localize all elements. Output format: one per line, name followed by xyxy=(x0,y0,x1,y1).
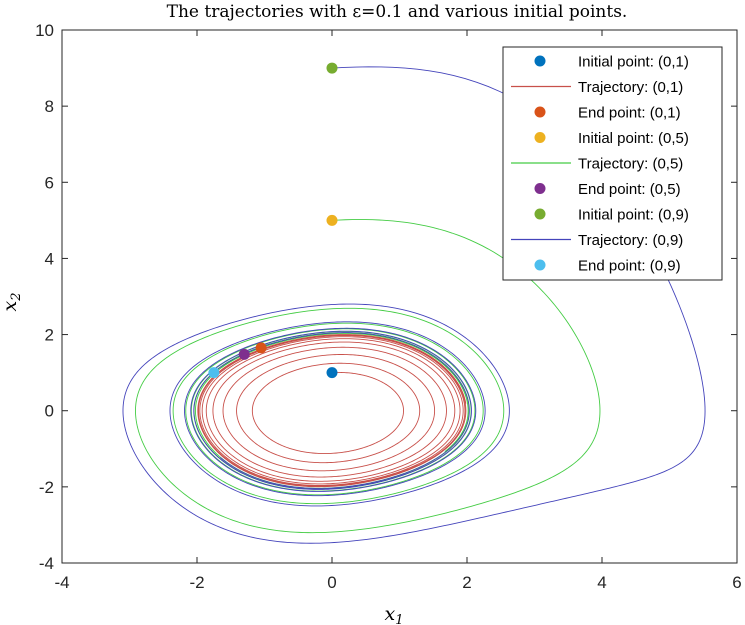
data-point xyxy=(238,348,250,360)
x-axis-label: x1 xyxy=(385,603,404,625)
legend-label: Trajectory: (0,1) xyxy=(578,79,683,96)
legend-marker xyxy=(534,132,546,143)
legend-marker xyxy=(534,183,546,194)
plot-frame xyxy=(61,29,738,564)
legend-label: Trajectory: (0,9) xyxy=(578,232,683,249)
trajectory-line xyxy=(122,66,706,544)
data-point xyxy=(255,342,267,354)
x-tick-label: -4 xyxy=(54,573,69,592)
legend-marker xyxy=(534,106,546,118)
y-axis-ticks: -4 -2 0 2 4 6 8 10 xyxy=(35,21,737,573)
x-tick-label: 6 xyxy=(732,573,741,592)
legend: Initial point: (0,1) Trajectory: (0,1) End… xyxy=(502,46,723,281)
legend-label: Trajectory: (0,5) xyxy=(578,156,683,173)
data-point xyxy=(326,214,338,226)
x-tick-label: 4 xyxy=(597,573,606,592)
y-axis-label: x2 xyxy=(0,293,24,312)
legend-label: Initial point: (0,5) xyxy=(578,130,689,147)
x-tick-label: 0 xyxy=(327,573,336,592)
y-tick-label: -4 xyxy=(39,554,54,573)
legend-label: End point: (0,9) xyxy=(578,258,681,275)
y-tick-label: -2 xyxy=(39,478,54,497)
y-tick-label: 8 xyxy=(45,97,54,116)
legend-marker xyxy=(534,208,546,220)
markers xyxy=(208,62,338,379)
legend-marker xyxy=(534,55,546,67)
legend-label: End point: (0,1) xyxy=(578,105,681,122)
y-tick-label: 0 xyxy=(45,402,54,421)
trajectory-line xyxy=(197,334,467,488)
legend-label: Initial point: (0,1) xyxy=(578,54,689,71)
chart-title: The trajectories with ε=0.1 and various … xyxy=(167,2,628,22)
y-tick-label: 6 xyxy=(45,173,54,192)
y-axis-label-base: x xyxy=(0,301,21,312)
data-point xyxy=(208,367,220,379)
y-tick-label: 10 xyxy=(35,21,54,40)
y-tick-label: 2 xyxy=(45,326,54,345)
x-axis-ticks: -4 -2 0 2 4 6 xyxy=(54,30,742,592)
legend-marker xyxy=(534,259,546,271)
x-axis-label-sub: 1 xyxy=(395,613,403,625)
y-axis-label-sub: 2 xyxy=(9,293,24,302)
trajectories xyxy=(122,66,706,544)
x-axis-label-base: x xyxy=(385,603,396,625)
y-tick-label: 4 xyxy=(45,249,54,268)
x-tick-label: 2 xyxy=(462,573,471,592)
x-tick-label: -2 xyxy=(189,573,204,592)
legend-label: End point: (0,5) xyxy=(578,181,681,198)
data-point xyxy=(326,62,338,74)
data-point xyxy=(326,367,338,379)
legend-label: Initial point: (0,9) xyxy=(578,207,689,224)
